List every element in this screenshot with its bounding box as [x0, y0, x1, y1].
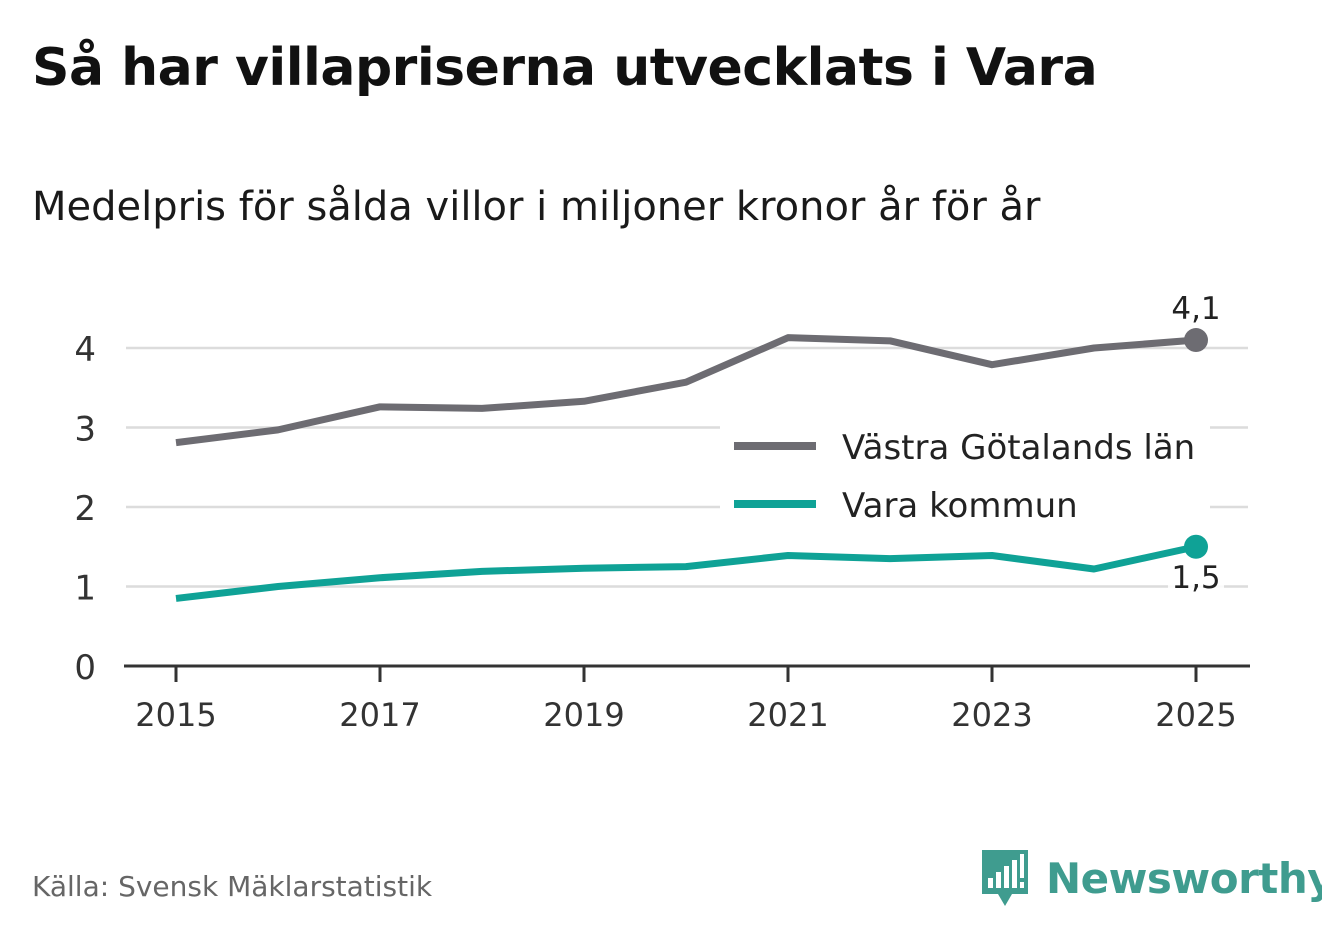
brand-name: Newsworthy — [1046, 853, 1322, 903]
y-tick-label: 3 — [74, 410, 96, 450]
y-tick-label: 4 — [74, 330, 96, 370]
end-label-1: 1,5 — [1171, 560, 1220, 596]
y-axis-ticks: 0 1 2 3 4 — [74, 330, 96, 688]
end-marker-0 — [1184, 328, 1208, 353]
x-tick-label: 2019 — [543, 696, 624, 734]
x-tick-label: 2023 — [951, 696, 1032, 734]
x-tick-label: 2017 — [339, 696, 420, 734]
end-marker-1 — [1184, 534, 1208, 559]
series-line-0 — [175, 334, 1197, 447]
x-tick-label: 2015 — [135, 696, 216, 734]
chart-title: Så har villapriserna utvecklats i Vara — [32, 38, 1098, 98]
legend-label-1: Vara kommun — [842, 486, 1078, 526]
source-note: Källa: Svensk Mäklarstatistik — [32, 870, 433, 903]
legend-label-0: Västra Götalands län — [842, 428, 1195, 468]
series-line-1 — [175, 543, 1197, 602]
newsworthy-logo-icon — [982, 850, 1028, 906]
legend: Västra Götalands län Vara kommun — [720, 416, 1210, 526]
end-label-0: 4,1 — [1171, 291, 1220, 327]
end-labels: 4,1 1,5 — [1168, 291, 1224, 597]
end-label-background — [1168, 560, 1224, 597]
y-tick-label: 0 — [74, 648, 96, 688]
series-lines — [175, 334, 1197, 602]
x-tick-label: 2021 — [747, 696, 828, 734]
x-tick-label: 2025 — [1155, 696, 1236, 734]
chart-subtitle: Medelpris för sålda villor i miljoner kr… — [32, 184, 1041, 230]
brand-logo: Newsworthy — [980, 848, 1322, 908]
x-axis: 2015 2017 2019 2021 2023 2025 — [124, 664, 1250, 734]
y-tick-label: 1 — [74, 569, 96, 609]
y-tick-label: 2 — [74, 489, 96, 529]
